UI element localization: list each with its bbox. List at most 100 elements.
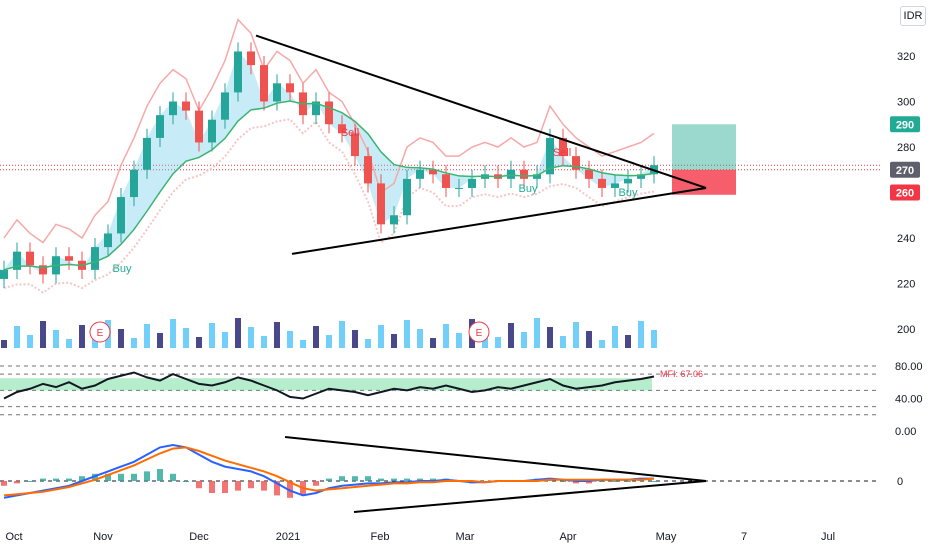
earnings-marker-circle [468,321,490,343]
candle-body [169,101,177,116]
y-tick-label: 220 [897,279,915,291]
macd-histogram-bar [326,478,332,481]
candle-body [143,137,151,170]
macd-histogram-bar [287,481,293,498]
y-tick-label: 280 [897,142,915,154]
x-tick-label: 2021 [276,531,300,543]
volume-bar [209,323,215,348]
macd-histogram-bar [105,473,111,481]
x-tick-label: Dec [189,531,209,543]
candle-body [429,169,437,175]
volume-bar [547,327,553,348]
target-zone [672,124,736,170]
signal-label: Buy [113,263,132,275]
volume-bar [40,321,46,348]
macd-histogram-bar [404,478,410,481]
macd-histogram-bar [261,481,267,491]
macd-histogram-bar [144,471,150,481]
earnings-marker: E [476,328,483,339]
volume-bar [118,329,124,348]
volume-bar [131,338,137,348]
volume-bar [365,339,371,348]
macd-trendline-upper [284,436,707,482]
macd-histogram-bar [66,478,72,481]
macd-histogram-bar [339,476,345,481]
candle-body [91,247,99,270]
macd-histogram-bar [391,478,397,481]
candle-body [234,51,242,93]
volume-bar [612,326,618,348]
candle-body [286,83,294,93]
macd-histogram-bar [274,481,280,496]
trendline-upper [255,34,707,189]
x-tick-label: 7 [741,531,747,543]
volume-bar [495,337,501,348]
x-tick-label: May [656,531,677,543]
y-tick-label: 300 [897,97,915,109]
x-tick-label: Mar [456,531,475,543]
candle-body [247,51,255,66]
volume-bar [417,329,423,348]
candle-body [507,169,515,179]
volume-bar [430,338,436,348]
volume-bar [222,332,228,348]
currency-label[interactable]: IDR [900,6,926,26]
volume-bar [573,322,579,348]
candle-body [39,265,47,275]
candle-body [208,119,216,143]
macd-trendline-lower [353,480,707,513]
trendline-lower [291,186,707,255]
volume-bar [14,326,20,348]
candle-body [260,65,268,102]
macd-histogram-bar [378,478,384,481]
y-tick-label: 200 [897,324,915,336]
candle-body [585,169,593,179]
volume-bar [144,324,150,348]
price-badge-bg [890,161,920,178]
signal-line [3,446,655,497]
volume-bar [391,334,397,348]
candle-body [559,137,567,157]
candle-body [390,215,398,225]
mfi-value-label: MFI: 67.06 [660,369,703,379]
ma-cloud [4,51,654,275]
macd-line [3,443,654,499]
mfi-tick-label: 80.00 [895,361,923,373]
macd-histogram-bar [599,481,605,482]
candle-body [195,110,203,143]
candle-body [26,251,34,266]
candle-body [611,183,619,188]
macd-tick-label: 0 [897,476,903,488]
candle-body [468,178,476,188]
volume-bar [196,337,202,348]
volume-bar [599,340,605,348]
volume-bar [339,321,345,348]
volume-bar [170,319,176,348]
volume-bar [560,336,566,348]
x-tick-label: Oct [5,531,22,543]
macd-histogram-bar [612,481,618,482]
x-tick-label: Nov [93,531,113,543]
macd-histogram-bar [40,478,46,481]
volume-bar [1,340,7,348]
volume-bar [443,324,449,348]
x-tick-label: Jul [821,531,835,543]
signal-label: Buy [619,187,638,199]
macd-histogram-bar [586,481,592,484]
volume-bar [235,318,241,348]
macd-histogram-bar [573,481,579,484]
macd-histogram-bar [417,478,423,481]
candle-body [221,92,229,120]
macd-histogram-bar [196,481,202,489]
macd-histogram-bar [92,473,98,481]
stop-zone [672,169,736,195]
macd-histogram-bar [352,476,358,481]
macd-histogram-bar [14,481,20,484]
macd-histogram-bar [183,481,189,482]
candle-body [325,101,333,125]
candle-body [117,197,125,234]
macd-histogram-bar [157,469,163,481]
price-badge: 260 [896,188,914,200]
